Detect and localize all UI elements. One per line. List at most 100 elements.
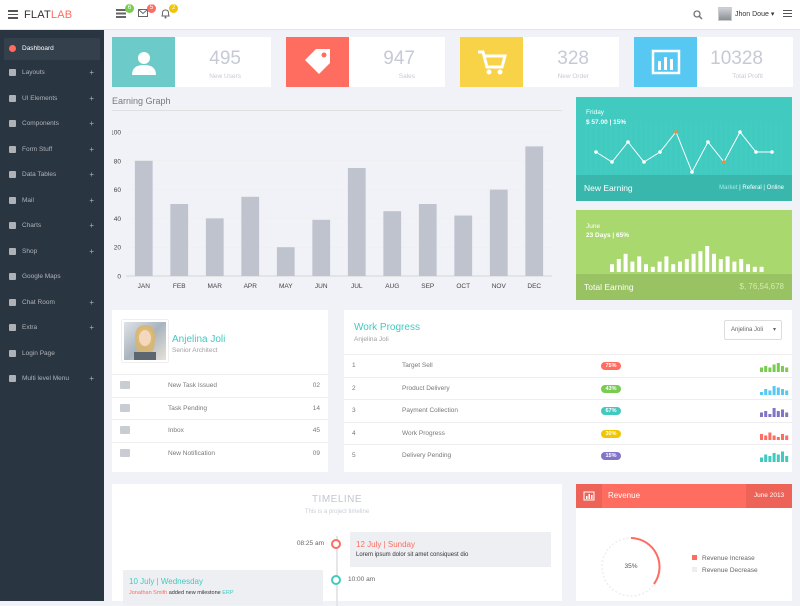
expand-plus-icon[interactable]: + [89, 323, 94, 332]
sidebar-item-components[interactable]: Components + [0, 111, 104, 137]
bar[interactable] [312, 219, 331, 276]
stat-box-sales[interactable]: 947 Sales [286, 37, 445, 87]
earning-bar [752, 266, 757, 272]
revenue-period[interactable]: June 2013 [746, 484, 792, 508]
bar[interactable] [418, 204, 437, 276]
stat-value: 328 [557, 48, 589, 69]
sidebar-item-chat-room[interactable]: Chat Room + [0, 290, 104, 316]
logo[interactable]: FLATLAB [24, 9, 73, 21]
profile-stat-row[interactable]: New Notification 09 [112, 441, 328, 464]
bar-chart-icon [583, 491, 595, 501]
bar[interactable] [205, 218, 224, 276]
bell-notification-icon[interactable]: 2 [158, 4, 178, 21]
sidebar-item-mail[interactable]: Mail + [0, 188, 104, 214]
x-tick-label: MAY [279, 283, 293, 290]
stat-label: New Order [557, 73, 589, 80]
expand-plus-icon[interactable]: + [89, 68, 94, 77]
earning-graph: Earning Graph 0 20 40 60 80 100 JAN FEB MAR APR MA… [112, 96, 562, 296]
bar[interactable] [489, 189, 508, 276]
user-avatar[interactable] [718, 7, 732, 21]
top-header: FLATLAB 6 5 2 Jhon Doue ▾ [0, 0, 800, 30]
expand-plus-icon[interactable]: + [89, 246, 94, 256]
search-icon[interactable] [693, 10, 703, 20]
stat-box-total-profit[interactable]: 10328 Total Profit [634, 37, 793, 87]
bar[interactable] [383, 211, 402, 276]
task-name: Product Delivery [402, 384, 450, 392]
bar[interactable] [347, 168, 366, 276]
task-name: Payment Collection [402, 407, 458, 414]
right-menu-icon[interactable] [783, 10, 792, 18]
profile-stat-row[interactable]: New Task Issued 02 [112, 374, 328, 396]
progress-sparkbars [760, 408, 789, 417]
tasks-notification-icon[interactable]: 6 [114, 4, 134, 21]
sidebar-item-data-tables[interactable]: Data Tables + [0, 162, 104, 188]
sidebar-item-dashboard[interactable]: Dashboard [4, 38, 100, 60]
assignee-select[interactable]: Anjelina Joli ▾ [724, 320, 782, 340]
task-name: Delivery Pending [402, 452, 452, 459]
x-tick-label: FEB [173, 283, 186, 290]
sparkline-point [690, 170, 694, 174]
work-progress-row[interactable]: 5 Delivery Pending 15% [344, 444, 792, 466]
bar[interactable] [170, 204, 189, 276]
sidebar-item-label: Login Page [22, 349, 55, 357]
expand-plus-icon[interactable]: + [89, 297, 94, 307]
earning-bar [746, 264, 750, 272]
sidebar-item-layouts[interactable]: Layouts + [0, 60, 104, 86]
stat-box-new-order[interactable]: 328 New Order [460, 37, 619, 87]
expand-plus-icon[interactable]: + [89, 195, 94, 205]
earning-bar [623, 253, 628, 272]
profile-stat-row[interactable]: Task Pending 14 [112, 396, 328, 419]
market-link[interactable]: Market [719, 185, 738, 191]
sidebar-item-google-maps[interactable]: Google Maps [0, 264, 104, 290]
work-progress-row[interactable]: 2 Product Delivery 43% [344, 376, 792, 399]
user-menu[interactable]: Jhon Doue ▾ [735, 11, 775, 18]
expand-plus-icon[interactable]: + [89, 374, 94, 383]
timeline-panel: TIMELINE This is a project timeline 08:2… [112, 484, 562, 606]
bar[interactable] [525, 146, 544, 276]
x-tick-label: MAR [208, 283, 223, 290]
expand-plus-icon[interactable]: + [89, 119, 94, 128]
expand-plus-icon[interactable]: + [89, 170, 94, 179]
sidebar-item-charts[interactable]: Charts + [0, 213, 104, 239]
expand-plus-icon[interactable]: + [89, 93, 94, 103]
sidebar-item-extra[interactable]: Extra + [0, 315, 104, 341]
referal-link[interactable]: Referal [742, 185, 762, 191]
sidebar-item-form-stuff[interactable]: Form Stuff + [0, 137, 104, 163]
stat-box-new-users[interactable]: 495 New Users [112, 37, 271, 87]
work-progress-row[interactable]: 1 Target Sell 75% [344, 354, 792, 376]
online-link[interactable]: Online [766, 185, 784, 191]
sidebar-item-label: Data Tables [22, 171, 57, 178]
stat-icon-box [634, 37, 697, 87]
bar[interactable] [454, 215, 473, 276]
profile-stat-row[interactable]: Inbox 45 [112, 419, 328, 441]
sidebar-item-login-page[interactable]: Login Page [0, 341, 104, 367]
inbox-notification-icon[interactable]: 5 [136, 4, 156, 21]
sidebar-item-multi-level-menu[interactable]: Multi level Menu + [0, 366, 104, 392]
profile-stat-label: Inbox [168, 427, 184, 434]
total-earning-bars [610, 246, 764, 272]
sidebar-item-ui-elements[interactable]: UI Elements + [0, 86, 104, 112]
work-progress-row[interactable]: 4 Work Progress 30% [344, 421, 792, 444]
stat-label: Sales [398, 73, 415, 80]
new-earning-title: New Earning [584, 183, 633, 193]
expand-plus-icon[interactable]: + [89, 144, 94, 154]
sidebar-item-label: UI Elements [22, 94, 58, 102]
expand-plus-icon[interactable]: + [89, 221, 94, 230]
bar[interactable] [134, 160, 153, 276]
stat-label: New Users [209, 73, 241, 80]
profile-name[interactable]: Anjelina Joli [172, 334, 226, 345]
sidebar-item-shop[interactable]: Shop + [0, 239, 104, 265]
new-earning-card: Friday $ 57.00 | 15% New Earning Market … [576, 97, 792, 201]
bar[interactable] [276, 247, 295, 276]
sparkline-point [738, 130, 742, 134]
sidebar-toggle-icon[interactable] [8, 10, 18, 19]
bar[interactable] [241, 196, 260, 276]
work-progress-row[interactable]: 3 Payment Collection 67% [344, 399, 792, 421]
earning-bar [691, 253, 696, 272]
work-progress-title: Work Progress [354, 322, 420, 333]
earning-day: Friday [586, 109, 605, 116]
total-earning-amount: $, 76,54,678 [739, 282, 784, 291]
sidebar-item-label: Layouts [22, 69, 45, 76]
sparkline-point [594, 150, 598, 154]
earning-bar [705, 246, 710, 272]
